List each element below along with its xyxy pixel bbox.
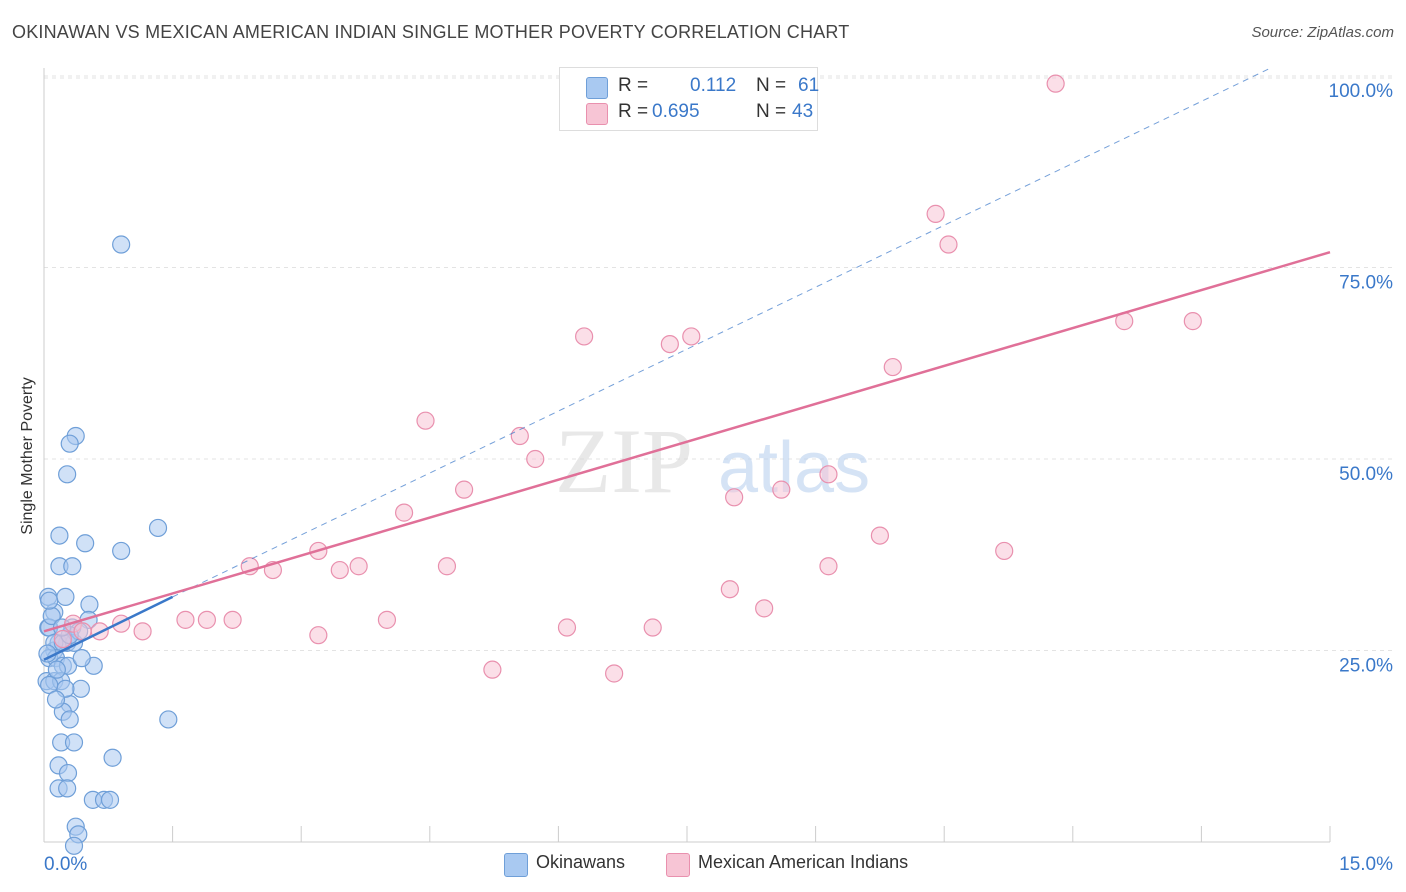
trendline-okinawans-solid — [43, 595, 174, 661]
data-point-mexican-american-indians — [605, 664, 624, 683]
legend-series-name: Okinawans — [536, 852, 626, 872]
data-point-mexican-american-indians — [772, 480, 791, 499]
data-point-mexican-american-indians — [349, 557, 368, 576]
data-point-mexican-american-indians — [682, 327, 701, 346]
data-point-mexican-american-indians — [437, 557, 457, 576]
data-point-mexican-american-indians — [394, 503, 414, 522]
legend-r-value: 0.112 — [690, 75, 737, 96]
chart-title: OKINAWAN VS MEXICAN AMERICAN INDIAN SING… — [12, 22, 850, 42]
source-label: Source: ZipAtlas.com — [1251, 24, 1394, 41]
series-okinawans — [37, 235, 178, 855]
data-point-mexican-american-indians — [1046, 74, 1065, 93]
data-point-mexican-american-indians — [819, 465, 838, 484]
legend-swatch-blue — [586, 77, 608, 99]
data-point-okinawans — [40, 675, 59, 695]
data-point-mexican-american-indians — [309, 626, 328, 645]
data-point-okinawans — [58, 779, 77, 798]
legend-swatch-pink — [586, 103, 608, 125]
data-point-okinawans — [46, 690, 66, 709]
data-point-okinawans — [56, 587, 75, 606]
data-point-mexican-american-indians — [725, 488, 744, 507]
data-point-okinawans — [159, 710, 178, 729]
data-point-okinawans — [58, 465, 77, 484]
data-point-mexican-american-indians — [995, 541, 1014, 561]
data-point-mexican-american-indians — [416, 411, 435, 430]
data-point-okinawans — [60, 434, 79, 453]
data-point-mexican-american-indians — [1183, 312, 1202, 331]
data-point-okinawans — [80, 595, 99, 614]
data-point-mexican-american-indians — [755, 599, 774, 618]
data-point-okinawans — [40, 591, 59, 610]
data-point-okinawans — [47, 660, 66, 679]
data-point-mexican-american-indians — [454, 480, 474, 499]
data-point-mexican-american-indians — [510, 426, 529, 446]
data-point-mexican-american-indians — [870, 526, 890, 545]
legend-r-label: R = — [618, 75, 649, 96]
y-tick-label: 75.0% — [1339, 273, 1393, 294]
y-tick-label: 100.0% — [1329, 81, 1394, 102]
data-point-okinawans — [60, 710, 79, 729]
data-point-mexican-american-indians — [176, 610, 195, 629]
legend-n-label: N = — [756, 101, 787, 122]
watermark: ZIP atlas — [555, 410, 870, 512]
watermark-atlas: atlas — [718, 428, 870, 508]
data-point-okinawans — [148, 518, 168, 538]
data-point-mexican-american-indians — [483, 660, 502, 679]
data-point-okinawans — [63, 557, 82, 576]
data-point-mexican-american-indians — [819, 557, 838, 576]
y-tick-label: 50.0% — [1339, 464, 1393, 485]
data-point-okinawans — [100, 790, 120, 809]
data-point-okinawans — [76, 534, 95, 553]
data-point-mexican-american-indians — [883, 357, 902, 377]
legend-swatch-blue — [504, 853, 528, 877]
x-tick-label: 0.0% — [44, 854, 87, 875]
correlation-legend: R = 0.112 N = 61 R = 0.695 N = 43 — [559, 67, 820, 131]
data-point-mexican-american-indians — [926, 204, 945, 223]
legend-series-name: Mexican American Indians — [698, 852, 909, 872]
data-point-mexican-american-indians — [377, 610, 397, 629]
trendlines — [43, 67, 1331, 661]
data-point-mexican-american-indians — [330, 560, 349, 580]
x-tick-label: 15.0% — [1339, 854, 1393, 875]
axes — [43, 68, 1331, 843]
data-point-okinawans — [50, 526, 69, 545]
data-point-okinawans — [112, 541, 131, 561]
legend-n-value: 61 — [798, 75, 820, 96]
series-mexican-american-indians — [53, 74, 1202, 683]
trendline-okinawans-dashed — [172, 67, 1271, 598]
data-point-okinawans — [64, 733, 84, 752]
legend-n-value: 43 — [792, 101, 814, 122]
legend-n-label: N = — [756, 75, 787, 96]
data-point-okinawans — [64, 836, 84, 855]
y-tick-label: 25.0% — [1339, 656, 1393, 677]
data-point-mexican-american-indians — [197, 610, 216, 629]
data-point-okinawans — [38, 644, 57, 663]
data-point-mexican-american-indians — [643, 618, 662, 637]
tick-labels: 25.0% 50.0% 75.0% 100.0% 0.0% 15.0% — [44, 81, 1393, 875]
trendline-mexican-american-indians-solid — [43, 250, 1331, 633]
data-point-okinawans — [71, 679, 90, 698]
data-point-mexican-american-indians — [939, 235, 958, 254]
legend-r-value: 0.695 — [652, 101, 700, 122]
legend-r-label: R = — [618, 101, 649, 122]
data-point-mexican-american-indians — [526, 449, 545, 469]
data-point-mexican-american-indians — [575, 327, 594, 346]
data-point-mexican-american-indians — [223, 610, 242, 629]
data-point-okinawans — [58, 763, 78, 783]
y-axis-label: Single Mother Poverty — [19, 377, 36, 535]
data-point-okinawans — [72, 649, 91, 668]
data-point-mexican-american-indians — [660, 335, 679, 354]
data-point-okinawans — [112, 235, 131, 254]
data-point-mexican-american-indians — [53, 629, 72, 649]
data-point-mexican-american-indians — [557, 618, 577, 637]
legend-swatch-pink — [666, 853, 690, 877]
data-point-okinawans — [103, 748, 122, 767]
data-point-mexican-american-indians — [720, 580, 739, 599]
data-point-mexican-american-indians — [133, 622, 152, 641]
